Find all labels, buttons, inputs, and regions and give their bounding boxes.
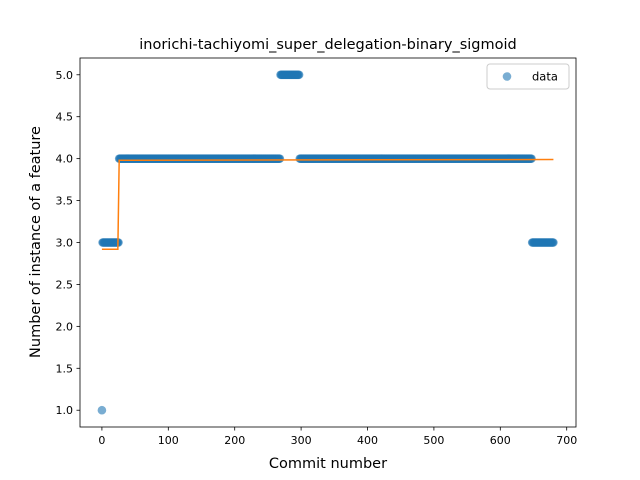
y-tick-label: 3.0	[56, 237, 74, 250]
x-tick-label: 200	[224, 434, 245, 447]
data-point	[97, 405, 107, 415]
x-axis: 0 100 200 300 400 500 600 700	[98, 427, 577, 447]
y-axis-label: Number of instance of a feature	[28, 126, 44, 358]
legend-label: data	[532, 70, 558, 84]
y-tick-label: 1.0	[56, 404, 74, 417]
x-tick-label: 100	[158, 434, 179, 447]
x-tick-label: 500	[423, 434, 444, 447]
x-tick-label: 400	[357, 434, 378, 447]
y-tick-label: 2.5	[56, 278, 74, 291]
x-tick-label: 700	[556, 434, 577, 447]
fit-line	[101, 158, 554, 250]
x-axis-label: Commit number	[269, 456, 387, 472]
data-point	[527, 154, 536, 163]
legend-box	[486, 63, 570, 90]
x-tick-label: 0	[98, 434, 105, 447]
data-point	[549, 238, 558, 247]
plot-area	[79, 57, 577, 428]
legend: data	[486, 63, 570, 90]
y-tick-label: 1.5	[56, 362, 74, 375]
data-point	[294, 70, 304, 80]
chart-title: inorichi-tachiyomi_super_delegation-bina…	[139, 37, 517, 53]
data-point	[275, 154, 285, 163]
x-tick-label: 300	[291, 434, 312, 447]
y-axis: 1.0 1.5 2.0 2.5 3.0 3.5 4.0 4.5 5.0	[56, 69, 80, 417]
y-tick-label: 2.0	[56, 320, 74, 333]
x-tick-label: 600	[490, 434, 511, 447]
y-tick-label: 4.0	[56, 153, 74, 166]
y-tick-label: 4.5	[56, 111, 74, 124]
y-tick-label: 5.0	[56, 69, 74, 82]
y-tick-label: 3.5	[56, 195, 74, 208]
legend-marker	[502, 72, 512, 81]
plot-background	[80, 58, 576, 427]
